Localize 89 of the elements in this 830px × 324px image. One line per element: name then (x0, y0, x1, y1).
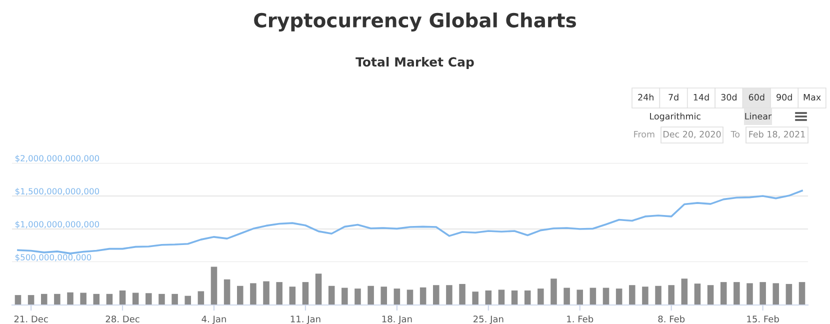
y-tick-label: $1,500,000,000,000 (15, 188, 100, 196)
bar (40, 294, 48, 305)
x-tick-label: 4. Jan (202, 316, 226, 324)
bar (224, 279, 230, 305)
bar (315, 274, 322, 305)
bar (119, 290, 126, 305)
bar (236, 286, 244, 305)
bar (146, 293, 152, 305)
bar (524, 290, 531, 305)
y-tick-label: $1,000,000,000,000 (15, 220, 100, 228)
bar (93, 294, 100, 305)
bar (54, 294, 60, 305)
bar (302, 282, 309, 305)
x-tick-label: 1. Feb (567, 315, 594, 322)
bar (734, 282, 740, 305)
bar (354, 288, 361, 305)
bar (394, 288, 400, 305)
bar (681, 278, 688, 305)
text: Dec 20, 2020 (664, 130, 721, 138)
bar (655, 286, 662, 305)
bar (342, 288, 348, 305)
x-tick-label: 8. Feb (658, 315, 685, 322)
bar (198, 291, 204, 305)
text: Linear (745, 112, 772, 120)
x-tick-label: 21. Dec (14, 316, 48, 322)
text: Logarithmic (650, 112, 700, 122)
text: Feb 18, 2021 (749, 130, 805, 138)
text: 30d (721, 94, 736, 101)
text: Max (804, 94, 821, 101)
text: 24h (638, 94, 654, 100)
bar (498, 290, 505, 305)
x-tick-label: 18. Jan (382, 316, 412, 324)
bar (564, 288, 570, 305)
bar (642, 286, 648, 305)
bar (184, 296, 191, 305)
chart-subtitle: Total Market Cap (356, 56, 474, 70)
bar (158, 294, 165, 305)
bar (707, 285, 714, 305)
text: 7d (668, 94, 678, 101)
bar (798, 282, 806, 305)
x-tick-label: 11. Jan (290, 316, 320, 324)
text: 90d (776, 94, 792, 101)
y-tick-label: $500,000,000,000 (15, 254, 92, 262)
bar (720, 282, 727, 305)
bar (132, 292, 139, 305)
bar (590, 288, 596, 305)
x-tick-label: 28. Dec (106, 316, 140, 322)
bar (668, 285, 674, 305)
x-tick-label: 15. Feb (747, 315, 779, 322)
bar (772, 283, 780, 305)
text: 14d (694, 94, 709, 101)
bar (368, 286, 374, 305)
x-tick-label: 25. Jan (473, 316, 504, 324)
bar (446, 285, 452, 305)
bar (106, 294, 113, 305)
bar (210, 266, 218, 305)
bar (602, 288, 610, 305)
y-tick-label: $2,000,000,000,000 (15, 154, 100, 162)
bar (276, 282, 282, 305)
bar (406, 290, 414, 305)
bar (67, 292, 74, 305)
bar (786, 284, 792, 305)
bar (459, 284, 466, 305)
bar (14, 295, 22, 305)
bar (80, 292, 86, 305)
text: To (730, 131, 740, 138)
bar (250, 283, 256, 305)
bar (328, 286, 335, 305)
bar (289, 286, 296, 305)
chart-title: Cryptocurrency Global Charts (254, 12, 576, 32)
bar (550, 278, 557, 305)
bar (629, 285, 636, 305)
bar (263, 281, 270, 305)
bar (576, 290, 584, 305)
bar (694, 284, 701, 305)
bar (172, 294, 178, 305)
bar (511, 290, 518, 305)
bar (616, 288, 622, 305)
bar (760, 282, 766, 305)
text: From (634, 131, 654, 138)
bar (472, 292, 478, 305)
text: 60d (748, 94, 764, 101)
bar (380, 286, 387, 305)
bar (420, 287, 426, 305)
bar (485, 290, 492, 305)
bar (538, 288, 544, 305)
bar (433, 285, 440, 305)
bar (746, 283, 753, 305)
bar (28, 295, 34, 305)
